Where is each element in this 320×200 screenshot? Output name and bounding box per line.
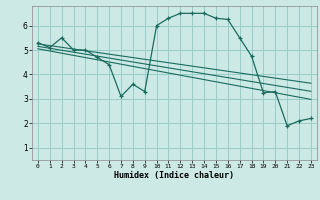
X-axis label: Humidex (Indice chaleur): Humidex (Indice chaleur)	[115, 171, 234, 180]
